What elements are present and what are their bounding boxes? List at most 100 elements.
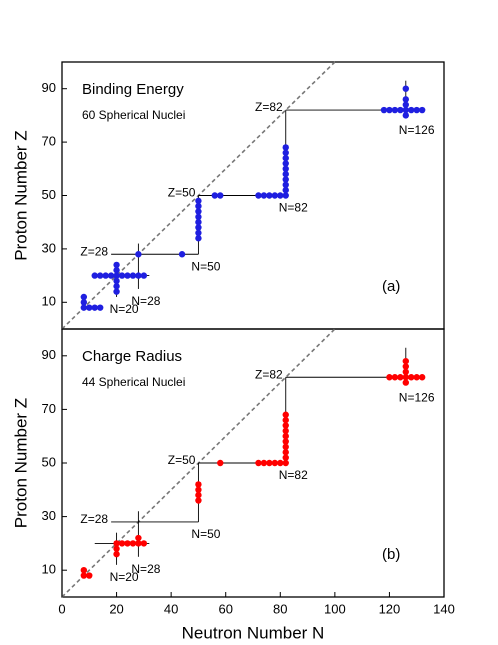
nucleus-point [195,481,202,488]
nucleus-point [260,459,268,467]
y-axis-title: Proton Number Z [11,130,30,260]
nucleus-point [282,170,289,178]
y-tick-label: 70 [42,401,56,416]
nucleus-point [402,379,409,386]
nucleus-point [140,540,148,547]
nucleus-point [217,192,224,199]
nucleus-point [113,277,120,285]
nucleus-point [282,422,289,429]
nucleus-point [282,149,289,156]
panel-title: Charge Radius [82,348,182,365]
nucleus-point [402,112,409,119]
nucleus-point [124,272,131,279]
nucleus-point [129,272,137,279]
x-tick-label: 20 [109,601,123,616]
nucleus-point [271,192,279,199]
nucleus-point [195,213,202,221]
nucleus-point [282,438,289,445]
nucleus-point [282,186,289,194]
nucleus-point [195,491,202,499]
y-tick-label: 30 [42,508,56,523]
nucleus-point [413,106,420,114]
nucleus-point [113,283,120,290]
magic-label: Z=28 [80,244,108,258]
nucleus-point [282,416,289,424]
nucleus-point [80,299,88,306]
nucleus-point [282,165,289,172]
nucleus-point [113,267,120,274]
nucleus-point [402,106,409,114]
nucleus-point [408,106,415,114]
nucleus-point [195,219,202,226]
nucleus-point [282,176,289,183]
nucleus-point [282,449,289,456]
nucleus-point [260,192,268,199]
magic-label: N=126 [399,123,435,137]
nucleus-point [195,202,202,210]
nucleus-point [118,540,126,547]
nucleus-point [97,272,104,279]
nucleus-point [211,192,218,199]
panel-title: Binding Energy [82,81,184,98]
nucleus-point [113,272,120,279]
magic-label: N=50 [191,527,220,541]
nucleus-point [402,101,409,108]
y-tick-label: 50 [42,454,56,469]
nucleus-point [402,374,409,381]
y-tick-label: 90 [42,347,56,362]
nucleus-point [391,106,399,114]
x-tick-label: 60 [218,601,232,616]
y-tick-label: 10 [42,562,56,577]
x-tick-label: 0 [58,601,65,616]
nucleus-point [282,411,289,418]
y-tick-label: 70 [42,134,56,149]
nucleus-point [386,374,393,381]
nucleus-point [380,106,388,114]
nucleus-point [80,304,88,311]
magic-label: N=20 [110,570,139,584]
nucleus-point [402,96,409,103]
y-tick-label: 90 [42,80,56,95]
nucleus-point [86,304,93,311]
nucleus-point [282,181,289,189]
nucleus-point [277,192,284,199]
nucleus-point [266,192,273,199]
nucleus-point [418,374,426,381]
nucleus-point [413,374,420,381]
nucleus-point [135,540,142,547]
magic-label: Z=82 [255,367,283,381]
nucleus-point [140,272,148,279]
panel-subtitle: 44 Spherical Nuclei [82,375,185,389]
nucleus-point [135,251,142,258]
nucleus-point [113,288,120,295]
magic-label: N=20 [110,302,139,316]
nucleus-point [277,459,284,467]
x-tick-label: 80 [273,601,287,616]
nucleus-point [195,235,202,242]
nucleus-point [397,374,404,381]
y-axis-title: Proton Number Z [11,398,30,528]
nucleus-point [418,106,426,114]
nucleus-point [135,272,142,279]
nucleus-point [113,545,120,552]
nucleus-point [91,304,98,311]
x-tick-label: 100 [324,601,346,616]
magic-label: Z=82 [255,100,283,114]
nucleus-point [80,572,88,579]
nucleus-point [282,454,289,461]
nucleus-point [386,106,393,114]
nucleus-point [80,293,88,301]
nucleus-point [271,459,279,467]
nucleus-point [91,272,98,279]
nucleus-point [107,272,115,279]
magic-label: Z=50 [168,453,196,467]
nucleus-point [195,224,202,231]
x-tick-label: 120 [379,601,401,616]
y-tick-label: 50 [42,187,56,202]
y-tick-label: 30 [42,240,56,255]
nucleus-point [402,357,409,365]
nucleus-point [408,374,415,381]
nucleus-point [282,443,289,451]
nucleus-point [282,427,289,435]
